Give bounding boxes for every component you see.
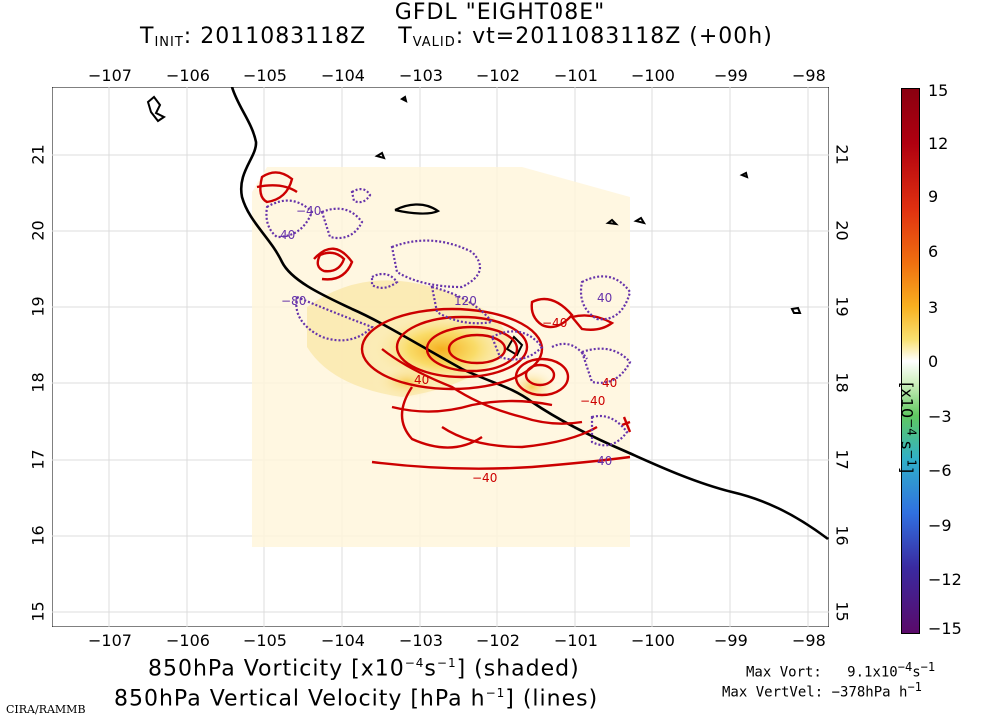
lon-tick: −100 xyxy=(631,66,675,85)
lon-tick: −106 xyxy=(166,631,210,650)
lon-tick: −101 xyxy=(554,631,598,650)
lat-tick: 20 xyxy=(832,220,852,241)
lat-tick: 17 xyxy=(28,449,48,470)
contour-labels: 120 −80 −40 −40 −40 −40 40 40 40 40 40 xyxy=(280,204,617,485)
colorbar-unit-label: [x10−4 s−1] xyxy=(897,382,919,474)
lat-tick: 15 xyxy=(28,601,48,622)
lat-tick: 21 xyxy=(832,144,852,165)
lat-tick: 16 xyxy=(832,525,852,546)
credit-label: CIRA/RAMMB xyxy=(6,703,86,716)
colorbar-tick: 12 xyxy=(928,134,949,153)
lon-tick: −104 xyxy=(321,66,365,85)
colorbar-tick: −15 xyxy=(928,619,962,638)
contour-label: −40 xyxy=(472,471,497,485)
t-valid-value: : vt=2011083118Z (+00h) xyxy=(455,24,773,49)
colorbar-tick: −6 xyxy=(928,461,952,480)
colorbar-tick: 9 xyxy=(928,187,939,206)
vertical-velocity-contours-positive xyxy=(256,171,632,470)
lon-tick: −102 xyxy=(476,66,520,85)
colorbar-tick: 0 xyxy=(928,352,939,371)
contour-label: −40 xyxy=(580,394,605,408)
lat-tick: 19 xyxy=(832,296,852,317)
contour-label: 120 xyxy=(454,294,477,308)
lon-tick: −100 xyxy=(631,631,675,650)
max-vertical-velocity: Max VertVel: −378hPa h−1 xyxy=(722,680,922,701)
colorbar-tick: −12 xyxy=(928,570,962,589)
vertical-velocity-contours-negative xyxy=(265,188,632,447)
lon-tick: −103 xyxy=(399,631,443,650)
contour-label: −80 xyxy=(281,294,306,308)
lon-tick: −105 xyxy=(243,631,287,650)
t-valid-subscript: VALID xyxy=(412,35,456,50)
lat-tick: 18 xyxy=(28,372,48,393)
lon-tick: −107 xyxy=(88,66,132,85)
lon-tick: −101 xyxy=(554,66,598,85)
contour-label: −40 xyxy=(542,316,567,330)
lon-tick: −102 xyxy=(476,631,520,650)
colorbar-tick: −9 xyxy=(928,516,952,535)
lat-tick: 17 xyxy=(832,449,852,470)
coastline xyxy=(146,87,829,541)
lon-tick: −103 xyxy=(399,66,443,85)
lat-tick: 15 xyxy=(832,601,852,622)
lon-tick: −105 xyxy=(243,66,287,85)
contour-label: 40 xyxy=(597,291,612,305)
map-panel: 120 −80 −40 −40 −40 −40 40 40 40 40 40 xyxy=(52,87,829,627)
t-init-value: : 2011083118Z xyxy=(183,24,367,49)
lon-tick: −104 xyxy=(321,631,365,650)
map-title: GFDL "EIGHT08E" xyxy=(394,0,606,25)
contour-label: 40 xyxy=(597,454,612,468)
colorbar-tick: 15 xyxy=(928,81,949,100)
max-vorticity: Max Vort: 9.1x10−4s−1 xyxy=(746,660,936,681)
lon-tick: −106 xyxy=(166,66,210,85)
lon-tick: −107 xyxy=(88,631,132,650)
t-valid-label: T xyxy=(398,24,413,49)
colorbar xyxy=(901,88,920,634)
contour-label: 40 xyxy=(602,376,617,390)
lat-tick: 20 xyxy=(28,220,48,241)
contour-label: 40 xyxy=(280,228,295,242)
lon-tick: −99 xyxy=(714,631,748,650)
lon-tick: −98 xyxy=(792,66,826,85)
contour-label: 40 xyxy=(414,373,429,387)
lat-tick: 19 xyxy=(28,296,48,317)
lat-tick: 16 xyxy=(28,525,48,546)
lon-tick: −98 xyxy=(792,631,826,650)
lat-tick: 21 xyxy=(28,144,48,165)
contour-label: −40 xyxy=(296,204,321,218)
lat-tick: 18 xyxy=(832,372,852,393)
colorbar-tick: −3 xyxy=(928,407,952,426)
t-init-subscript: INIT xyxy=(154,35,184,50)
colorbar-tick: 6 xyxy=(928,242,939,261)
caption-vertical-velocity: 850hPa Vertical Velocity [hPa h−1] (line… xyxy=(114,686,599,712)
time-subtitle: TINIT: 2011083118Z TVALID: vt=2011083118… xyxy=(140,24,773,50)
colorbar-tick: 3 xyxy=(928,298,939,317)
t-init-label: T xyxy=(140,24,155,49)
lon-tick: −99 xyxy=(714,66,748,85)
caption-vorticity: 850hPa Vorticity [x10−4s−1] (shaded) xyxy=(148,656,580,682)
